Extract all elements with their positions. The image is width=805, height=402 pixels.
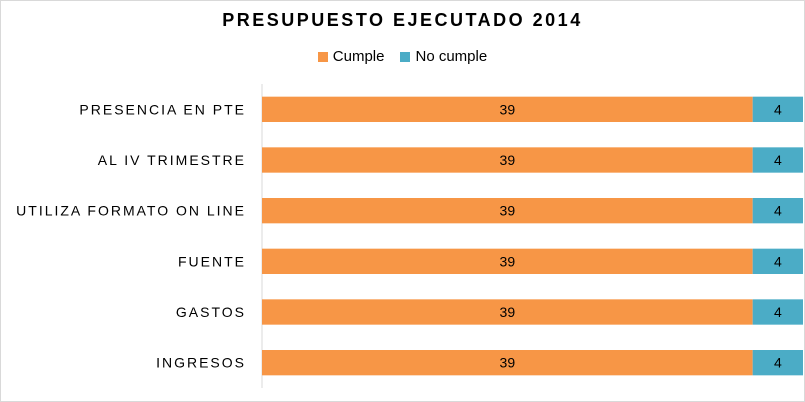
data-label: 39 — [500, 203, 516, 219]
bar-segment-no-cumple — [752, 299, 803, 325]
category-label: FUENTE — [178, 253, 246, 269]
legend-swatch-no-cumple — [400, 51, 411, 62]
bar-segment-cumple — [262, 350, 753, 376]
category-label: UTILIZA FORMATO ON LINE — [16, 203, 246, 219]
bar-segment-no-cumple — [752, 96, 803, 122]
category-label: PRESENCIA EN PTE — [79, 101, 246, 117]
bar-segment-no-cumple — [752, 147, 803, 173]
legend-label-cumple: Cumple — [332, 48, 385, 65]
bar-segment-cumple — [262, 147, 753, 173]
data-label: 39 — [500, 152, 516, 168]
data-label: 4 — [774, 101, 782, 117]
data-label: 39 — [500, 101, 516, 117]
category-label: INGRESOS — [156, 355, 246, 371]
bar-segment-no-cumple — [752, 350, 803, 376]
data-label: 4 — [774, 152, 782, 168]
data-label: 39 — [500, 304, 516, 320]
data-label: 4 — [774, 304, 782, 320]
chart-title: PRESUPUESTO EJECUTADO 2014 — [222, 10, 583, 30]
bar-segment-cumple — [262, 96, 753, 122]
legend: Cumple No cumple — [0, 48, 805, 65]
bar-segment-no-cumple — [752, 198, 803, 224]
category-label: GASTOS — [176, 304, 246, 320]
data-label: 4 — [774, 355, 782, 371]
bar-segment-cumple — [262, 248, 753, 274]
data-label: 4 — [774, 253, 782, 269]
bar-segment-cumple — [262, 299, 753, 325]
data-label: 39 — [500, 253, 516, 269]
legend-swatch-cumple — [317, 51, 328, 62]
category-label: AL IV TRIMESTRE — [98, 152, 246, 168]
bar-segment-cumple — [262, 198, 753, 224]
legend-item-no-cumple: No cumple — [400, 48, 487, 65]
legend-label-no-cumple: No cumple — [415, 48, 488, 65]
data-label: 4 — [774, 203, 782, 219]
legend-item-cumple: Cumple — [317, 48, 385, 65]
data-label: 39 — [500, 355, 516, 371]
bar-segment-no-cumple — [752, 248, 803, 274]
